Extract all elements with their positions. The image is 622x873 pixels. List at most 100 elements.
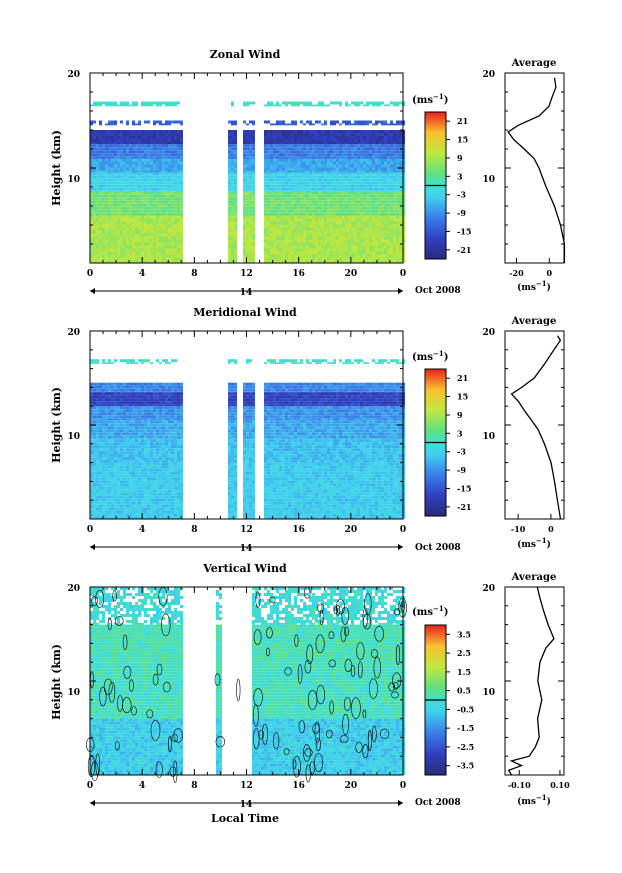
heatmap-cell: [363, 194, 366, 198]
heatmap-cell: [108, 104, 111, 107]
heatmap-cell: [339, 167, 342, 171]
heatmap-cell: [267, 260, 270, 263]
heatmap-cell: [135, 218, 138, 222]
heatmap-cell: [162, 144, 165, 148]
heatmap-cell: [360, 170, 363, 173]
heatmap-cell: [363, 227, 366, 231]
heatmap-cell: [132, 187, 135, 191]
heatmap-cell: [243, 130, 246, 133]
heatmap-cell: [102, 221, 105, 225]
heatmap-cell: [327, 184, 330, 188]
heatmap-cell: [162, 147, 165, 151]
heatmap-cell: [126, 236, 129, 240]
heatmap-cell: [117, 150, 120, 154]
heatmap-cell: [156, 104, 159, 107]
heatmap-cell: [138, 477, 141, 481]
heatmap-cell: [129, 104, 132, 107]
heatmap-cell: [234, 245, 237, 249]
heatmap-cell: [357, 239, 360, 243]
heatmap-cell: [111, 221, 114, 225]
heatmap-cell: [321, 203, 324, 207]
heatmap-cell: [387, 480, 390, 484]
heatmap-cell: [147, 468, 150, 472]
heatmap-cell: [117, 197, 120, 201]
heatmap-cell: [336, 209, 339, 213]
heatmap-cell: [288, 133, 291, 136]
heatmap-cell: [129, 147, 132, 151]
heatmap-cell: [99, 200, 102, 204]
heatmap-cell: [336, 191, 339, 195]
heatmap-cell: [102, 139, 105, 142]
heatmap-cell: [93, 167, 96, 171]
heatmap-cell: [132, 101, 135, 105]
heatmap-cell: [180, 471, 183, 475]
heatmap-cell: [135, 236, 138, 240]
heatmap-cell: [156, 181, 159, 185]
heatmap-cell: [393, 164, 396, 168]
heatmap-cell: [246, 212, 249, 216]
heatmap-cell: [378, 197, 381, 201]
heatmap-cell: [351, 123, 354, 126]
heatmap-cell: [252, 212, 255, 216]
heatmap-cell: [108, 471, 111, 475]
heatmap-cell: [99, 144, 102, 148]
heatmap-cell: [228, 477, 231, 481]
heatmap-cell: [291, 200, 294, 204]
heatmap-cell: [120, 471, 123, 475]
heatmap-cell: [369, 161, 372, 165]
heatmap-cell: [267, 462, 270, 466]
heatmap-cell: [174, 191, 177, 195]
heatmap-cell: [96, 212, 99, 216]
heatmap-cell: [327, 254, 330, 258]
heatmap-cell: [339, 236, 342, 240]
heatmap-cell: [315, 164, 318, 168]
heatmap-cell: [147, 139, 150, 142]
heatmap-cell: [177, 224, 180, 228]
heatmap-cell: [132, 218, 135, 222]
heatmap-cell: [168, 181, 171, 185]
heatmap-cell: [381, 224, 384, 228]
heatmap-cell: [291, 190, 294, 192]
heatmap-cell: [180, 144, 183, 148]
heatmap-cell: [339, 471, 342, 475]
heatmap-cell: [246, 200, 249, 204]
heatmap-cell: [117, 248, 120, 252]
heatmap-cell: [369, 206, 372, 210]
heatmap-cell: [267, 194, 270, 198]
heatmap-cell: [147, 462, 150, 466]
heatmap-cell: [102, 483, 105, 487]
heatmap-cell: [369, 248, 372, 252]
heatmap-cell: [159, 483, 162, 487]
heatmap-cell: [342, 156, 345, 159]
heatmap-cell: [162, 153, 165, 157]
heatmap-cell: [324, 248, 327, 252]
heatmap-cell: [333, 212, 336, 216]
heatmap-cell: [387, 164, 390, 168]
heatmap-cell: [150, 245, 153, 249]
date-arrow-left: [90, 288, 95, 294]
heatmap-cell: [171, 194, 174, 198]
heatmap-cell: [393, 206, 396, 210]
heatmap-cell: [90, 136, 93, 139]
heatmap-cell: [342, 248, 345, 252]
heatmap-cell: [252, 156, 255, 159]
heatmap-cell: [336, 133, 339, 136]
heatmap-cell: [369, 156, 372, 159]
heatmap-cell: [150, 477, 153, 481]
heatmap-cell: [114, 147, 117, 151]
heatmap-cell: [285, 230, 288, 234]
heatmap-cell: [174, 104, 177, 107]
heatmap-cell: [171, 184, 174, 188]
heatmap-cell: [300, 194, 303, 198]
heatmap-cell: [171, 257, 174, 261]
heatmap-cell: [336, 257, 339, 261]
heatmap-cell: [348, 480, 351, 484]
heatmap-cell: [348, 191, 351, 195]
heatmap-cell: [369, 158, 372, 162]
heatmap-cell: [273, 215, 276, 219]
heatmap-cell: [390, 175, 393, 179]
heatmap-cell: [99, 139, 102, 142]
heatmap-cell: [150, 190, 153, 192]
heatmap-cell: [366, 242, 369, 246]
heatmap-cell: [372, 480, 375, 484]
